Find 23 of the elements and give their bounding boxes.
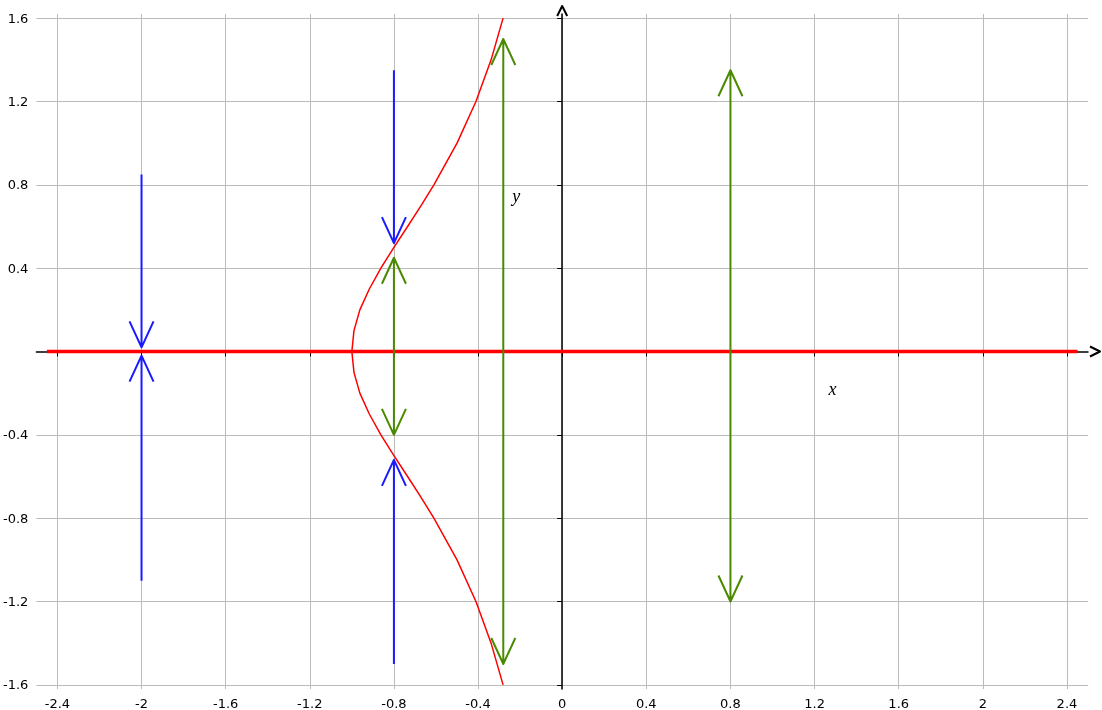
y-tick-label: -1.6 (2, 677, 29, 693)
x-tick-label: -0.4 (465, 696, 491, 710)
y-axis-title: y (510, 185, 521, 206)
y-tick-label: -0.8 (2, 510, 29, 526)
x-tick-label: 1.6 (888, 696, 910, 710)
x-tick-label: 0 (558, 696, 567, 710)
x-tick-label: 1.2 (804, 696, 825, 710)
x-tick-label: -0.8 (381, 696, 407, 710)
y-tick-label: 1.2 (7, 94, 29, 109)
x-tick-label: -1.6 (212, 696, 239, 710)
y-tick-label: -1.2 (2, 594, 29, 609)
x-tick-label: 0.4 (635, 696, 657, 710)
x-axis-title: x (827, 378, 837, 399)
x-tick-label: 2 (978, 696, 987, 710)
x-tick-label: 0.8 (720, 696, 741, 710)
x-tick-label: -2 (135, 696, 149, 710)
y-tick-label: 0.8 (7, 177, 29, 193)
y-tick-label: -0.4 (2, 427, 29, 443)
y-tick-label: 1.6 (7, 10, 29, 26)
x-tick-label: -2.4 (44, 696, 71, 710)
y-tick-label: 0.4 (7, 260, 29, 276)
x-tick-label: 2.4 (1056, 696, 1078, 710)
x-tick-label: -1.2 (297, 696, 323, 710)
